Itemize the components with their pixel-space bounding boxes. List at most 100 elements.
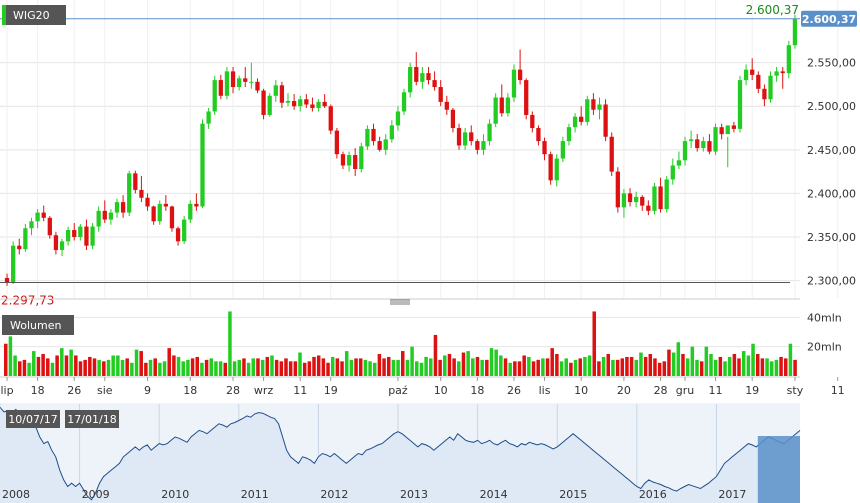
candle-body xyxy=(707,141,712,152)
candle xyxy=(102,200,107,224)
volume-bar xyxy=(732,354,737,376)
candle-body xyxy=(59,241,65,251)
date-tick-label: 28 xyxy=(226,384,240,397)
candle xyxy=(774,67,779,82)
volume-bar xyxy=(293,361,298,376)
candle-body xyxy=(267,95,272,115)
volume-bar xyxy=(578,358,582,376)
candle xyxy=(505,93,511,117)
candle-body xyxy=(194,203,199,207)
volume-bar xyxy=(681,354,685,376)
candle xyxy=(65,226,71,246)
price-panel: 2.300,00 2.350,00 2.400,00 2.450,00 2.500,00… xyxy=(0,0,857,308)
overview-window[interactable] xyxy=(757,436,800,503)
volume-bar xyxy=(424,356,428,376)
candle-body xyxy=(4,277,10,283)
candle xyxy=(585,95,590,126)
volume-bar xyxy=(620,358,625,376)
candle-body xyxy=(432,80,437,88)
date-tick-label: lip xyxy=(0,384,13,397)
candle xyxy=(371,123,376,146)
volume-bar xyxy=(522,355,526,376)
symbol-badge-marker xyxy=(2,5,6,25)
volume-bar xyxy=(195,356,199,376)
range-end-badge[interactable] xyxy=(65,410,119,428)
candle xyxy=(450,107,456,133)
volume-bar xyxy=(405,359,410,376)
current-price-tag xyxy=(801,10,857,27)
volume-bar xyxy=(737,358,741,376)
candle-body xyxy=(737,80,743,129)
candle-body xyxy=(456,128,462,146)
volume-bar xyxy=(783,358,788,376)
candle xyxy=(139,175,144,203)
date-tick-label: 11 xyxy=(831,384,845,397)
volume-bar xyxy=(176,356,181,376)
candle-body xyxy=(682,141,688,161)
price-y-tick-label: 2.400,00 xyxy=(807,187,856,200)
volume-bar xyxy=(396,359,400,376)
volume-bar xyxy=(629,356,634,376)
candle xyxy=(792,14,798,49)
volume-bar xyxy=(162,361,167,376)
candle xyxy=(133,170,138,194)
candle-body xyxy=(603,104,608,137)
candle xyxy=(188,200,193,224)
date-tick-label: 26 xyxy=(507,384,521,397)
candle xyxy=(499,84,504,117)
candle-body xyxy=(786,45,791,74)
volume-bar xyxy=(774,359,779,376)
volume-bar xyxy=(69,349,73,376)
candle xyxy=(560,136,565,163)
volume-bar xyxy=(611,359,615,376)
date-tick-label: 26 xyxy=(67,384,81,397)
candle-body xyxy=(23,228,28,250)
candle xyxy=(762,84,767,107)
candle xyxy=(310,97,315,112)
candle-body xyxy=(35,212,40,222)
candle xyxy=(157,200,162,225)
candle-body xyxy=(230,71,236,88)
candle-body xyxy=(133,173,138,190)
candle-body xyxy=(237,78,242,88)
panel-divider[interactable] xyxy=(0,298,800,305)
volume-bar xyxy=(676,342,681,376)
candle xyxy=(53,231,59,255)
volume-bar xyxy=(410,346,414,376)
candle-body xyxy=(261,90,266,115)
candle xyxy=(182,216,187,244)
candle xyxy=(59,238,65,257)
candle-body xyxy=(560,141,565,159)
candle-body xyxy=(102,210,107,220)
date-tick-label: 10 xyxy=(574,384,588,397)
candle xyxy=(47,216,52,239)
candle-body xyxy=(505,97,511,114)
candle xyxy=(548,151,553,185)
candle-body xyxy=(487,123,492,142)
range-start-badge[interactable] xyxy=(6,410,60,428)
candle xyxy=(273,80,278,102)
volume-bar xyxy=(298,352,302,376)
candle xyxy=(456,123,462,150)
candle-body xyxy=(114,202,120,213)
volume-bar xyxy=(111,355,115,376)
candle-body xyxy=(212,80,217,112)
candle-body xyxy=(383,139,388,150)
volume-bar xyxy=(41,354,45,376)
candle xyxy=(627,188,633,207)
overview-navigator[interactable]: 2008 2009 2010 2011 2012 2013 2014 2015 2016 2017… xyxy=(0,403,801,503)
candle-body xyxy=(120,202,126,213)
candle xyxy=(426,67,431,85)
candle-body xyxy=(163,203,168,207)
candle xyxy=(664,175,669,213)
volume-bar xyxy=(475,356,480,376)
candle-body xyxy=(108,212,114,220)
overview-x-tick-label: 2012 xyxy=(320,488,348,501)
candle-body xyxy=(768,75,773,100)
resize-handle-icon[interactable] xyxy=(390,299,410,305)
candle xyxy=(383,134,388,156)
candle-body xyxy=(438,87,443,102)
volume-bar xyxy=(499,355,503,376)
volume-bar xyxy=(471,358,475,376)
current-price-label: 2.600,37 xyxy=(746,3,799,17)
